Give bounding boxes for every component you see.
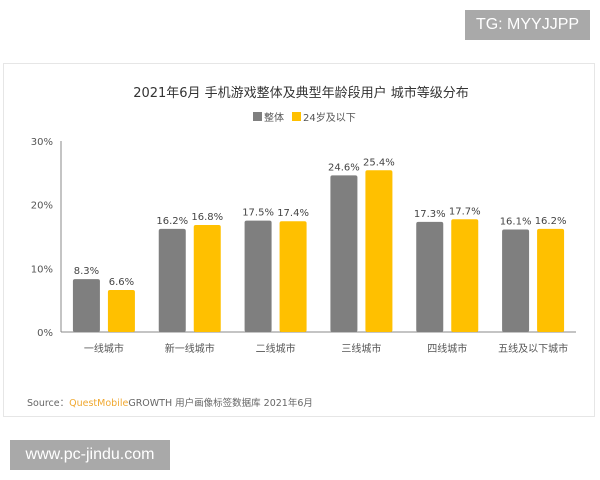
source-text: Source：QuestMobileGROWTH 用户画像标签数据库 2021年… — [27, 397, 313, 409]
x-tick-label: 新一线城市 — [165, 342, 215, 355]
y-tick-label: 30% — [31, 137, 53, 148]
bar-under24 — [107, 289, 135, 332]
bar-under24 — [193, 225, 221, 332]
legend-label-under24: 24岁及以下 — [303, 111, 356, 124]
watermark-site: www.pc-jindu.com — [10, 440, 170, 470]
x-tick-label: 三线城市 — [341, 342, 381, 355]
bar-overall — [72, 279, 100, 332]
bar-under24 — [279, 221, 307, 332]
data-label: 17.5% — [242, 208, 274, 219]
chart-card: 2021年6月 手机游戏整体及典型年龄段用户 城市等级分布整体 24岁及以下 0% 1… — [3, 63, 595, 417]
bar-under24 — [365, 170, 393, 332]
data-label: 16.8% — [191, 212, 223, 223]
bar-overall — [158, 228, 186, 332]
y-tick-label: 10% — [31, 264, 53, 275]
data-label: 16.1% — [500, 216, 532, 227]
x-tick-label: 五线及以下城市 — [498, 342, 568, 355]
x-tick-label: 四线城市 — [427, 342, 467, 355]
data-label: 17.7% — [449, 206, 481, 217]
data-label: 17.4% — [277, 208, 309, 219]
data-label: 16.2% — [535, 216, 567, 227]
data-label: 6.6% — [109, 277, 134, 288]
chart-title: 2021年6月 手机游戏整体及典型年龄段用户 城市等级分布 — [133, 85, 469, 101]
legend-swatch-overall — [253, 112, 262, 121]
x-tick-label: 二线城市 — [256, 342, 296, 355]
legend-swatch-under24 — [292, 112, 301, 121]
bar-overall — [502, 229, 530, 332]
x-tick-label: 一线城市 — [84, 342, 124, 355]
bar-overall — [330, 175, 358, 332]
y-tick-label: 0% — [37, 328, 53, 339]
data-label: 8.3% — [74, 266, 99, 277]
data-label: 25.4% — [363, 157, 395, 168]
bar-overall — [416, 221, 444, 332]
data-label: 17.3% — [414, 209, 446, 220]
data-label: 16.2% — [156, 216, 188, 227]
watermark-tg: TG: MYYJJPP — [465, 10, 590, 40]
bar-overall — [244, 220, 272, 332]
bar-under24 — [451, 219, 479, 332]
legend-label-overall: 整体 — [264, 111, 284, 124]
bar-under24 — [537, 228, 565, 332]
y-tick-label: 20% — [31, 201, 53, 212]
data-label: 24.6% — [328, 162, 360, 173]
